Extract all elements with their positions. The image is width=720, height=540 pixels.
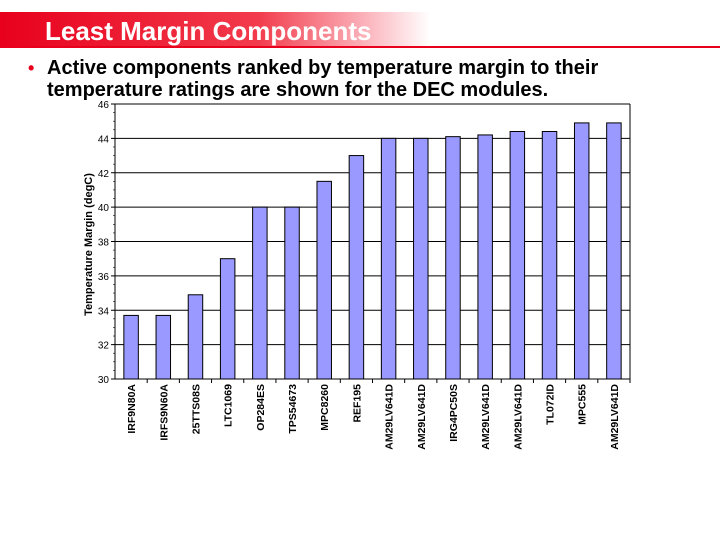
bar	[187, 294, 204, 380]
bar	[380, 137, 397, 380]
bar	[123, 314, 139, 380]
x-tick-label: MPC8260	[319, 384, 331, 431]
bar	[606, 122, 622, 380]
y-tick-label: 34	[98, 306, 110, 317]
y-tick-label: 30	[98, 375, 110, 386]
bullet-dot-icon: •	[28, 58, 35, 78]
bar	[477, 134, 493, 380]
y-tick-label: 38	[98, 238, 110, 249]
x-tick-label: OP284ES	[255, 384, 267, 431]
title-band	[0, 12, 430, 48]
title-underline	[0, 46, 720, 48]
y-tick-label: 46	[98, 100, 110, 111]
x-tick-label: TL072ID	[545, 384, 557, 425]
x-tick-label: LTC1069	[223, 384, 235, 427]
bar	[348, 155, 365, 380]
bar	[573, 122, 590, 380]
slide-title: Least Margin Components	[45, 16, 372, 46]
x-tick-label: AM29LV641D	[416, 384, 428, 450]
bar	[252, 206, 268, 380]
bar	[445, 136, 461, 380]
y-tick-label: 42	[98, 169, 110, 180]
bar	[509, 131, 526, 380]
bar	[541, 131, 558, 380]
y-tick-label: 36	[98, 272, 110, 283]
y-tick-label: 40	[98, 203, 110, 214]
bullet-text: Active components ranked by temperature …	[47, 57, 599, 101]
x-tick-label: 25TTS08S	[190, 384, 202, 434]
y-axis-label: Temperature Margin (degC)	[83, 173, 95, 316]
x-tick-label: IRF9N80A	[126, 384, 138, 434]
x-tick-label: IRFS9N60A	[158, 384, 170, 441]
x-tick-label: AM29LV641D	[609, 384, 621, 450]
x-tick-label: AM29LV641D	[384, 384, 396, 450]
y-tick-label: 44	[98, 134, 110, 145]
x-tick-label: TPS54673	[287, 384, 299, 434]
x-tick-label: AM29LV641D	[480, 384, 492, 450]
bar	[155, 314, 172, 380]
bar	[316, 180, 332, 380]
bar	[413, 137, 429, 380]
x-tick-label: AM29LV641D	[512, 384, 524, 450]
y-tick-label: 32	[98, 341, 110, 352]
x-tick-label: MPC555	[577, 384, 589, 425]
bar	[284, 206, 300, 380]
title-bar: Least Margin Components	[0, 12, 720, 48]
x-tick-label: REF195	[351, 384, 363, 423]
x-tick-label: IRG4PC50S	[448, 384, 460, 442]
bar	[219, 258, 236, 380]
